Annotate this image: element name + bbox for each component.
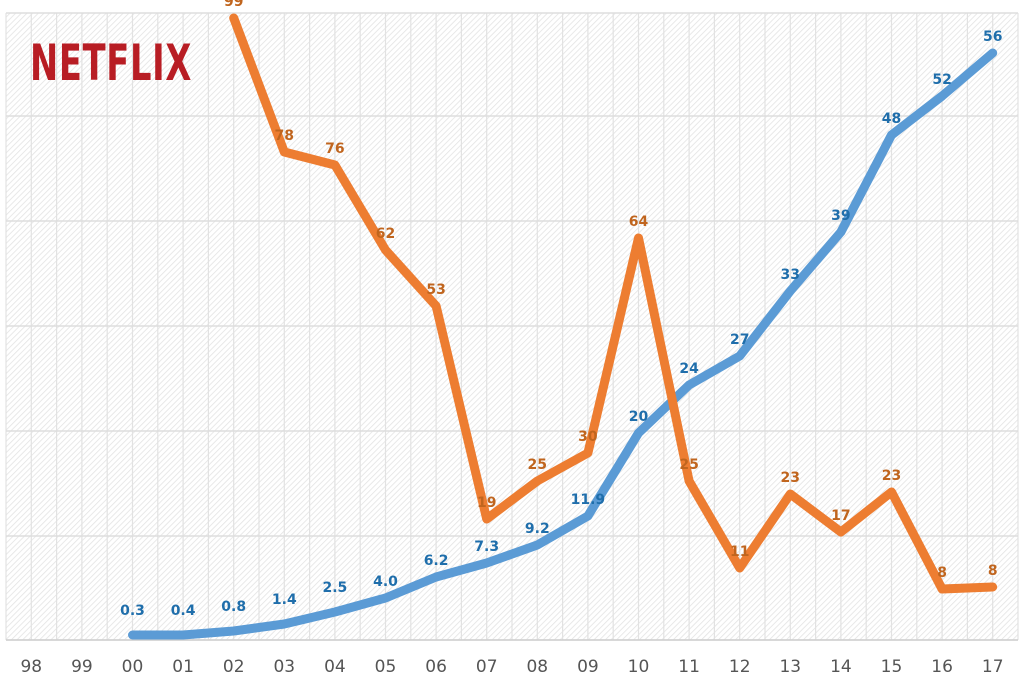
x-tick-label: 09 bbox=[577, 657, 599, 677]
x-tick-label: 98 bbox=[20, 657, 42, 677]
data-label: 99 bbox=[224, 0, 243, 10]
data-label: 23 bbox=[882, 468, 901, 484]
data-label: 0.8 bbox=[221, 599, 246, 615]
data-label: 39 bbox=[831, 208, 850, 224]
x-tick-label: 16 bbox=[931, 657, 953, 677]
x-tick-label: 03 bbox=[273, 657, 295, 677]
data-label: 6.2 bbox=[424, 553, 449, 569]
blue-series-labels: 0.3 0.4 0.8 1.4 2.5 4.0 6.2 7.3 9.2 11.9 20 24 27 33 3… bbox=[120, 29, 1002, 619]
x-tick-label: 05 bbox=[375, 657, 397, 677]
x-tick-label: 00 bbox=[122, 657, 144, 677]
data-label: 9.2 bbox=[525, 521, 550, 537]
data-label: 17 bbox=[831, 508, 850, 524]
data-label: 23 bbox=[781, 470, 800, 486]
x-axis-labels: 98 99 00 01 02 03 04 05 06 07 08 09 10 11 12 13 14 15 16 17 bbox=[20, 657, 1003, 677]
data-label: 0.4 bbox=[171, 603, 196, 619]
x-tick-label: 02 bbox=[223, 657, 245, 677]
data-label: 33 bbox=[781, 267, 800, 283]
x-tick-label: 06 bbox=[425, 657, 447, 677]
data-label: 7.3 bbox=[474, 539, 499, 555]
data-label: 76 bbox=[325, 141, 344, 157]
x-tick-label: 17 bbox=[982, 657, 1004, 677]
x-tick-label: 14 bbox=[830, 657, 852, 677]
x-tick-label: 01 bbox=[172, 657, 194, 677]
data-label: 53 bbox=[426, 282, 445, 298]
blue-series-line bbox=[128, 48, 998, 640]
x-tick-label: 15 bbox=[881, 657, 903, 677]
x-tick-label: 08 bbox=[526, 657, 548, 677]
data-label: 64 bbox=[629, 214, 649, 230]
data-label: 48 bbox=[882, 111, 901, 127]
data-label: 56 bbox=[983, 29, 1002, 45]
netflix-logo: NETFLIX bbox=[30, 34, 192, 92]
x-tick-label: 13 bbox=[779, 657, 801, 677]
data-label: 52 bbox=[932, 72, 951, 88]
data-label: 20 bbox=[629, 409, 649, 425]
series-layer: 0.3 0.4 0.8 1.4 2.5 4.0 6.2 7.3 9.2 11.9 20 24 27 33 3… bbox=[120, 0, 1002, 640]
x-tick-label: 99 bbox=[71, 657, 93, 677]
data-label: 2.5 bbox=[322, 580, 347, 596]
data-label: 8 bbox=[988, 563, 998, 579]
data-label: 78 bbox=[275, 128, 294, 144]
x-tick-label: 11 bbox=[678, 657, 700, 677]
data-label: 11 bbox=[730, 544, 749, 560]
data-label: 25 bbox=[679, 457, 698, 473]
orange-series-labels: 99 78 76 62 53 19 25 30 64 25 11 23 17 23 8 8 bbox=[224, 0, 998, 581]
data-label: 11.9 bbox=[571, 492, 606, 508]
orange-series bbox=[229, 13, 998, 594]
data-label: 4.0 bbox=[373, 574, 398, 590]
data-label: 19 bbox=[477, 495, 496, 511]
data-label: 0.3 bbox=[120, 603, 145, 619]
data-label: 8 bbox=[937, 565, 947, 581]
data-label: 24 bbox=[679, 361, 699, 377]
data-label: 62 bbox=[376, 226, 395, 242]
data-label: 27 bbox=[730, 332, 749, 348]
data-label: 30 bbox=[578, 429, 598, 445]
x-tick-label: 12 bbox=[729, 657, 751, 677]
x-tick-label: 10 bbox=[628, 657, 650, 677]
x-tick-label: 07 bbox=[476, 657, 498, 677]
orange-series-line bbox=[229, 13, 998, 594]
data-label: 1.4 bbox=[272, 592, 297, 608]
data-label: 25 bbox=[528, 457, 547, 473]
x-tick-label: 04 bbox=[324, 657, 346, 677]
blue-series bbox=[128, 48, 998, 640]
